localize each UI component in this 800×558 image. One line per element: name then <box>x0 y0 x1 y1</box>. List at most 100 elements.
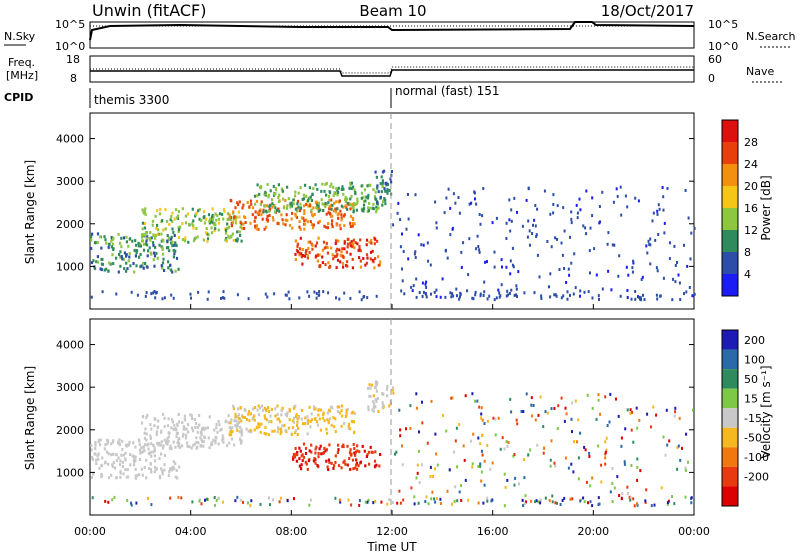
data-cell <box>257 413 260 417</box>
data-cell <box>307 199 310 203</box>
data-cell <box>266 218 269 222</box>
data-cell <box>164 441 168 445</box>
data-cell <box>415 392 418 396</box>
data-cell <box>370 383 374 387</box>
data-cell <box>310 412 313 416</box>
data-cell <box>189 292 192 296</box>
data-cell <box>137 244 140 248</box>
data-cell <box>192 443 195 447</box>
data-cell <box>330 246 333 250</box>
data-cell <box>149 434 152 438</box>
data-cell <box>316 254 319 257</box>
data-cell <box>449 206 452 210</box>
data-cell <box>314 244 317 248</box>
data-cell <box>511 246 514 250</box>
data-cell <box>296 417 299 421</box>
data-cell <box>90 295 93 299</box>
data-cell <box>176 214 180 218</box>
data-cell <box>248 419 251 423</box>
data-cell <box>173 234 176 237</box>
data-cell <box>90 448 93 452</box>
data-cell <box>587 290 590 294</box>
data-cell <box>455 426 458 430</box>
data-cell <box>539 501 542 505</box>
data-cell <box>292 202 295 206</box>
data-cell <box>215 218 218 222</box>
data-cell <box>685 432 688 436</box>
data-cell <box>200 438 203 442</box>
data-cell <box>415 277 418 281</box>
data-cell <box>344 200 347 203</box>
data-cell <box>407 257 410 261</box>
data-cell <box>112 236 115 240</box>
data-cell <box>228 441 231 445</box>
data-cell <box>114 466 117 470</box>
data-cell <box>501 436 504 440</box>
data-cell <box>208 446 211 450</box>
data-cell <box>340 250 343 254</box>
data-cell <box>379 260 382 264</box>
data-cell <box>211 207 214 211</box>
data-cell <box>141 450 144 454</box>
data-cell <box>331 219 334 223</box>
data-cell <box>218 423 221 427</box>
data-cell <box>191 222 194 226</box>
data-cell <box>567 466 570 470</box>
data-cell <box>143 210 146 214</box>
data-cell <box>150 442 153 446</box>
data-cell <box>631 270 634 274</box>
data-cell <box>483 459 486 463</box>
data-cell <box>477 436 480 440</box>
data-cell <box>655 293 658 297</box>
data-cell <box>401 463 404 467</box>
data-cell <box>184 436 188 440</box>
data-cell <box>140 467 143 471</box>
data-cell <box>332 194 335 197</box>
data-cell <box>144 262 147 265</box>
data-cell <box>344 198 347 202</box>
data-cell <box>298 225 301 229</box>
data-cell <box>167 473 170 477</box>
data-cell <box>184 433 188 437</box>
data-cell <box>107 245 110 249</box>
data-cell <box>591 296 594 300</box>
data-cell <box>411 289 414 293</box>
data-cell <box>492 416 495 420</box>
data-cell <box>131 239 134 243</box>
data-cell <box>174 269 177 273</box>
data-cell <box>189 413 192 417</box>
data-cell <box>352 238 355 242</box>
colorbar-swatch <box>722 142 738 164</box>
nsearch-tick-low: 10^0 <box>708 40 738 53</box>
data-cell <box>129 264 132 268</box>
data-cell <box>267 406 270 410</box>
data-cell <box>307 240 310 244</box>
data-cell <box>561 499 564 502</box>
data-cell <box>268 209 271 213</box>
data-cell <box>229 430 232 434</box>
data-cell <box>231 430 234 434</box>
data-cell <box>513 483 516 487</box>
data-cell <box>293 405 296 408</box>
data-cell <box>242 222 245 226</box>
data-cell <box>203 210 206 214</box>
data-cell <box>297 416 301 420</box>
data-cell <box>430 399 433 403</box>
data-cell <box>654 238 657 242</box>
data-cell <box>649 243 652 247</box>
data-cell <box>237 407 240 411</box>
data-cell <box>552 193 555 197</box>
data-cell <box>156 441 159 445</box>
data-cell <box>588 455 591 458</box>
data-cell <box>633 504 636 508</box>
data-cell <box>399 434 402 438</box>
data-cell <box>630 297 633 301</box>
data-cell <box>104 238 107 242</box>
data-cell <box>307 197 310 201</box>
data-cell <box>303 422 307 426</box>
data-cell <box>320 198 323 202</box>
data-cell <box>129 237 132 241</box>
data-cell <box>225 419 228 423</box>
data-cell <box>96 232 100 236</box>
data-cell <box>257 404 260 408</box>
